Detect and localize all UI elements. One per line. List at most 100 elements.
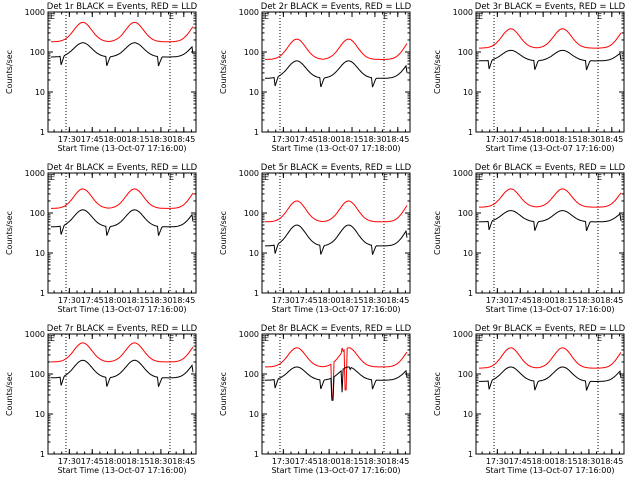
x-axis-label: Start Time (13-Oct-07 17:16:00) [57, 144, 186, 153]
event-marker-label: E [597, 12, 602, 21]
plot-frame [261, 172, 411, 294]
chart-title: Det 9r BLACK = Events, RED = LLD [475, 324, 626, 334]
y-tick-label: 10 [463, 249, 473, 258]
x-tick-label: 17:30 [486, 135, 509, 144]
y-tick-label: 100 [30, 209, 45, 218]
x-tick-label: 17:30 [58, 135, 81, 144]
series-line-events [478, 366, 622, 391]
plot-frame [475, 11, 625, 133]
plot-frame [47, 172, 197, 294]
y-tick-label: 10 [463, 410, 473, 419]
x-tick-label: 18:30 [363, 296, 386, 305]
y-tick-label: 10 [249, 410, 259, 419]
y-axis-label: Counts/sec [219, 211, 228, 255]
series-line-events [51, 42, 194, 67]
chart-panel-1: Det 1r BLACK = Events, RED = LLD 1 10 100 10… [5, 2, 198, 153]
y-tick-label: 1000 [25, 330, 45, 339]
x-tick-label: 17:45 [509, 296, 532, 305]
x-tick-label: 17:45 [81, 296, 104, 305]
x-tick-label: 18:15 [126, 296, 149, 305]
x-axis-label: Start Time (13-Oct-07 17:16:00) [57, 305, 186, 314]
series-line-lld [50, 21, 194, 43]
event-marker-label: E [597, 173, 602, 182]
x-axis-label: Start Time (13-Oct-07 17:18:00) [271, 144, 400, 153]
x-tick-label: 18:45 [386, 457, 409, 466]
x-tick-label: 18:45 [600, 296, 623, 305]
y-tick-label: 10 [35, 88, 45, 97]
y-axis-label: Counts/sec [219, 50, 228, 94]
x-axis-label: Start Time (13-Oct-07 17:16:00) [485, 144, 614, 153]
y-tick-label: 1000 [239, 8, 259, 17]
y-tick-label: 1000 [453, 169, 473, 178]
event-marker-label: E [478, 12, 483, 21]
x-tick-label: 18:45 [172, 457, 195, 466]
y-axis-label: Counts/sec [5, 211, 14, 255]
chart-title: Det 8r BLACK = Events, RED = LLD [261, 324, 412, 334]
x-tick-label: 17:45 [509, 135, 532, 144]
y-tick-label: 10 [249, 88, 259, 97]
chart-panel-5: Det 5r BLACK = Events, RED = LLD 1 10 100 10… [219, 163, 412, 314]
x-tick-label: 18:00 [104, 296, 127, 305]
x-tick-label: 18:30 [149, 135, 172, 144]
series-line-events [265, 224, 408, 255]
plot-frame [47, 333, 197, 455]
series-line-lld [265, 200, 408, 223]
event-marker-label: E [264, 334, 269, 343]
y-tick-label: 100 [244, 370, 259, 379]
x-tick-label: 17:45 [509, 457, 532, 466]
x-tick-label: 18:30 [577, 457, 600, 466]
y-tick-label: 1 [40, 128, 45, 137]
series-line-events [265, 366, 408, 401]
x-tick-label: 18:15 [126, 135, 149, 144]
chart-panel-2: Det 2r BLACK = Events, RED = LLD 1 10 100 10… [219, 2, 412, 153]
plot-frame [475, 172, 625, 294]
x-axis-label: Start Time (13-Oct-07 17:16:00) [485, 466, 614, 475]
series-line-lld [479, 28, 622, 49]
event-marker-label: E [383, 12, 388, 21]
chart-title: Det 7r BLACK = Events, RED = LLD [47, 324, 198, 334]
event-marker-label: E [50, 12, 55, 21]
x-tick-label: 18:15 [340, 135, 363, 144]
y-axis-label: Counts/sec [433, 372, 442, 416]
y-tick-label: 1 [254, 128, 259, 137]
y-axis-label: Counts/sec [219, 372, 228, 416]
y-axis-label: Counts/sec [433, 50, 442, 94]
y-tick-label: 10 [35, 410, 45, 419]
chart-panel-3: Det 3r BLACK = Events, RED = LLD 1 10 100 10… [433, 2, 626, 153]
x-tick-label: 18:45 [386, 296, 409, 305]
series-line-events [478, 49, 622, 71]
x-tick-label: 18:30 [363, 457, 386, 466]
plot-frame [261, 11, 411, 133]
y-tick-label: 100 [458, 209, 473, 218]
y-tick-label: 1000 [25, 169, 45, 178]
x-tick-label: 17:30 [58, 457, 81, 466]
x-tick-label: 17:30 [272, 296, 295, 305]
y-tick-label: 1000 [453, 330, 473, 339]
event-marker-label: E [478, 173, 483, 182]
x-tick-label: 18:45 [600, 457, 623, 466]
series-line-lld [51, 342, 194, 363]
plot-frame [475, 333, 625, 455]
y-tick-label: 10 [35, 249, 45, 258]
series-line-lld [479, 347, 622, 369]
y-tick-label: 100 [30, 370, 45, 379]
x-axis-label: Start Time (13-Oct-07 17:16:00) [485, 305, 614, 314]
x-tick-label: 18:00 [318, 135, 341, 144]
x-tick-label: 17:45 [81, 457, 104, 466]
y-tick-label: 10 [249, 249, 259, 258]
y-tick-label: 1 [254, 450, 259, 459]
event-marker-label: E [264, 12, 269, 21]
y-tick-label: 1 [468, 450, 473, 459]
plot-frame [261, 333, 411, 455]
event-marker-label: E [50, 334, 55, 343]
chart-title: Det 4r BLACK = Events, RED = LLD [47, 163, 198, 173]
chart-panel-8: Det 8r BLACK = Events, RED = LLD 1 10 100 10… [219, 324, 412, 475]
series-line-events [478, 210, 622, 231]
event-marker-label: E [169, 334, 174, 343]
x-tick-label: 18:45 [600, 135, 623, 144]
x-tick-label: 18:45 [172, 296, 195, 305]
y-axis-label: Counts/sec [433, 211, 442, 255]
event-marker-label: E [50, 173, 55, 182]
x-tick-label: 18:00 [318, 457, 341, 466]
